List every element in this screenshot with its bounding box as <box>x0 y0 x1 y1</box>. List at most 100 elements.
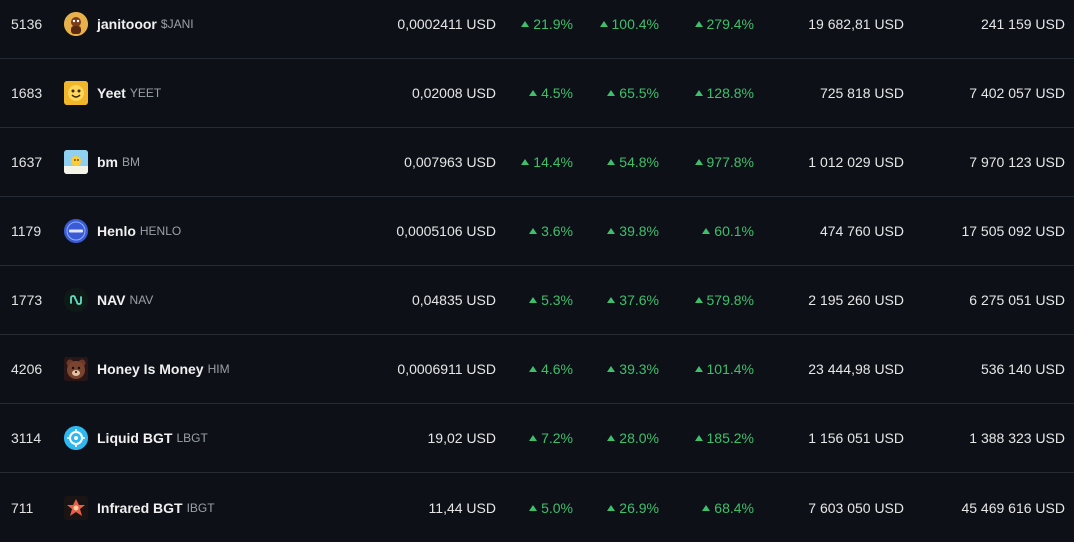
caret-up-icon <box>529 228 538 234</box>
coin-name: Honey Is Money <box>97 361 204 377</box>
rank-cell: 1683 <box>11 85 43 101</box>
coin-symbol: HIM <box>207 362 230 376</box>
caret-up-icon <box>607 228 616 234</box>
volume-cell: 1 012 029 USD <box>808 154 904 170</box>
change-7d-cell: 579.8% <box>694 266 754 334</box>
price-cell: 0,0006911 USD <box>397 361 496 377</box>
change-value: 21.9% <box>533 16 573 32</box>
coin-name: Infrared BGT <box>97 499 183 516</box>
change-value: 4.6% <box>541 361 573 377</box>
coin-cell[interactable]: janitooor $JANI <box>64 0 194 58</box>
change-24h-cell: 37.6% <box>607 266 659 334</box>
change-1h-cell: 5.0% <box>529 473 573 542</box>
change-value: 60.1% <box>714 223 754 239</box>
coin-symbol: $JANI <box>160 17 194 31</box>
nav-wave-icon <box>64 288 88 312</box>
market-cap-cell: 6 275 051 USD <box>969 292 1065 308</box>
change-24h-cell: 65.5% <box>607 59 659 127</box>
caret-up-icon <box>607 90 616 96</box>
change-value: 68.4% <box>714 499 754 516</box>
change-7d-cell: 977.8% <box>694 128 754 196</box>
coin-cell[interactable]: Yeet YEET <box>64 59 161 127</box>
coin-symbol: HENLO <box>139 224 182 238</box>
coin-name: Henlo <box>97 223 136 239</box>
table-row[interactable]: 1637 bm BM 0,007963 USD 14.4% 54.8% 977.… <box>0 128 1074 197</box>
rank-cell: 4206 <box>11 361 43 377</box>
change-1h-cell: 21.9% <box>521 0 573 58</box>
change-value: 4.5% <box>541 85 573 101</box>
caret-up-icon <box>529 366 538 372</box>
caret-up-icon <box>694 366 703 372</box>
caret-up-icon <box>702 228 711 234</box>
market-cap-cell: 1 388 323 USD <box>969 430 1065 446</box>
janitooor-avatar-icon <box>64 12 88 36</box>
price-cell: 0,02008 USD <box>411 85 496 101</box>
change-1h-cell: 4.5% <box>529 59 573 127</box>
change-value: 100.4% <box>611 16 659 32</box>
coin-cell[interactable]: bm BM <box>64 128 140 196</box>
change-7d-cell: 101.4% <box>694 335 754 403</box>
volume-cell: 474 760 USD <box>819 223 904 239</box>
change-value: 185.2% <box>706 430 754 446</box>
coin-symbol: LBGT <box>176 431 208 445</box>
rank-cell: 1773 <box>11 292 43 308</box>
change-7d-cell: 185.2% <box>694 404 754 472</box>
caret-up-icon <box>607 297 616 303</box>
rank-cell: 1179 <box>11 223 42 239</box>
change-value: 26.9% <box>619 499 659 516</box>
caret-up-icon <box>599 21 608 27</box>
change-1h-cell: 7.2% <box>529 404 573 472</box>
caret-up-icon <box>694 21 703 27</box>
table-row[interactable]: 1773 NAV NAV 0,04835 USD 5.3% 37.6% 579.… <box>0 266 1074 335</box>
coin-name: Liquid BGT <box>97 430 173 446</box>
change-value: 128.8% <box>706 85 754 101</box>
caret-up-icon <box>607 504 616 511</box>
price-cell: 19,02 USD <box>427 430 496 446</box>
volume-cell: 2 195 260 USD <box>808 292 904 308</box>
coin-cell[interactable]: Honey Is Money HIM <box>64 335 230 403</box>
coin-name: bm <box>97 154 118 170</box>
volume-cell: 19 682,81 USD <box>808 16 904 32</box>
price-cell: 0,0002411 USD <box>397 16 496 32</box>
rank-cell: 711 <box>11 499 34 516</box>
change-value: 65.5% <box>619 85 659 101</box>
market-cap-cell: 7 402 057 USD <box>969 85 1065 101</box>
yeet-face-icon <box>64 81 88 105</box>
caret-up-icon <box>529 504 538 511</box>
table-row[interactable]: 4206 Honey Is Money HIM 0,0006911 USD 4.… <box>0 335 1074 404</box>
bear-face-icon <box>64 357 88 381</box>
coin-cell[interactable]: Infrared BGT IBGT <box>64 473 215 542</box>
change-value: 14.4% <box>533 154 573 170</box>
change-value: 977.8% <box>706 154 754 170</box>
caret-up-icon <box>694 435 703 441</box>
caret-up-icon <box>607 366 616 372</box>
change-1h-cell: 3.6% <box>529 197 573 265</box>
market-cap-cell: 241 159 USD <box>980 16 1065 32</box>
table-row[interactable]: 5136 janitooor $JANI 0,0002411 USD 21.9%… <box>0 0 1074 59</box>
change-7d-cell: 279.4% <box>694 0 754 58</box>
caret-up-icon <box>529 435 538 441</box>
change-value: 28.0% <box>619 430 659 446</box>
coin-cell[interactable]: NAV NAV <box>64 266 153 334</box>
change-24h-cell: 100.4% <box>599 0 659 58</box>
change-value: 7.2% <box>541 430 573 446</box>
change-value: 579.8% <box>706 292 754 308</box>
coin-cell[interactable]: Henlo HENLO <box>64 197 181 265</box>
table-row[interactable]: 1683 Yeet YEET 0,02008 USD 4.5% 65.5% 12… <box>0 59 1074 128</box>
change-7d-cell: 128.8% <box>694 59 754 127</box>
coin-name: janitooor <box>97 16 157 32</box>
caret-up-icon <box>694 297 703 303</box>
change-24h-cell: 39.3% <box>607 335 659 403</box>
table-row[interactable]: 1179 Henlo HENLO 0,0005106 USD 3.6% 39.8… <box>0 197 1074 266</box>
change-value: 279.4% <box>706 16 754 32</box>
table-row[interactable]: 3114 Liquid BGT LBGT 19,02 USD 7.2% 28.0… <box>0 404 1074 473</box>
table-row[interactable]: 711 Infrared BGT IBGT 11,44 USD 5.0% 26.… <box>0 473 1074 542</box>
change-value: 5.0% <box>541 499 573 516</box>
caret-up-icon <box>529 297 538 303</box>
market-cap-cell: 536 140 USD <box>980 361 1065 377</box>
liquid-bgt-icon <box>64 426 88 450</box>
change-value: 3.6% <box>541 223 573 239</box>
coin-cell[interactable]: Liquid BGT LBGT <box>64 404 208 472</box>
change-24h-cell: 26.9% <box>607 473 659 542</box>
change-7d-cell: 68.4% <box>702 473 754 542</box>
